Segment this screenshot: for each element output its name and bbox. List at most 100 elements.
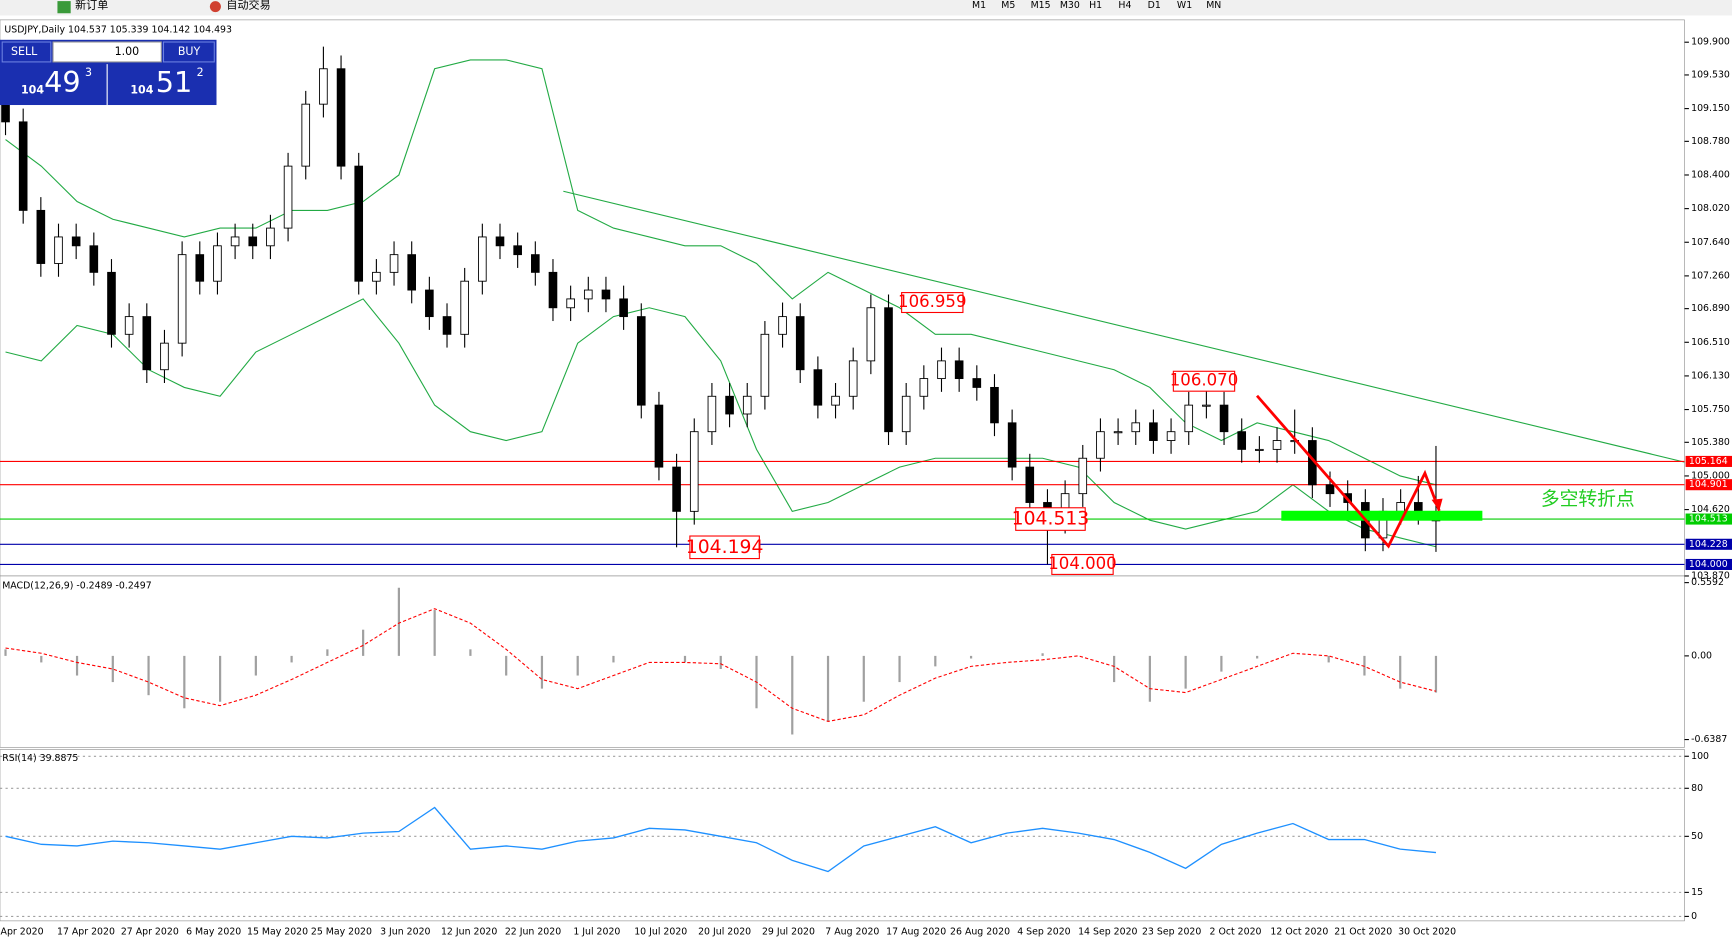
level-label: 104.513	[1689, 514, 1728, 525]
rsi-title: RSI(14) 39.8875	[2, 753, 78, 764]
candle-body	[1113, 431, 1123, 434]
candle-body	[283, 165, 293, 229]
y-tick-label: 108.780	[1691, 136, 1730, 147]
x-tick-label: 15 May 2020	[247, 926, 308, 937]
x-tick-label: 26 Aug 2020	[950, 926, 1010, 937]
candle-body	[54, 236, 63, 264]
new-order-icon[interactable]	[57, 1, 71, 14]
candle-body	[107, 271, 116, 335]
new-order[interactable]: 新订单	[75, 0, 108, 12]
candle-body	[1396, 502, 1405, 512]
y-tick-label: 105.380	[1691, 437, 1730, 448]
volume[interactable]: 1.00	[115, 45, 140, 58]
sell-label[interactable]: SELL	[11, 45, 38, 58]
candle-body	[319, 68, 328, 105]
annotation-box	[1172, 370, 1236, 392]
rsi-line	[5, 806, 1437, 873]
candle-body	[389, 254, 399, 273]
timeframe[interactable]: H1	[1089, 0, 1102, 11]
candle-body	[531, 254, 540, 273]
y-tick-label: 108.020	[1691, 203, 1730, 214]
auto-trading[interactable]: 自动交易	[226, 0, 270, 12]
candle-body	[1237, 431, 1247, 450]
candle-body	[760, 333, 770, 397]
x-tick-label: 17 Aug 2020	[886, 926, 946, 937]
x-tick-label: 7 Aug 2020	[825, 926, 879, 937]
level-tag	[1685, 513, 1732, 525]
candle-body	[1202, 404, 1211, 407]
candle-body	[566, 298, 575, 309]
timeframe[interactable]: M30	[1060, 0, 1080, 11]
x-tick-label: 4 Sep 2020	[1017, 926, 1070, 937]
candle-body	[513, 245, 522, 256]
candle-body	[848, 360, 858, 397]
red-arrow-path	[1255, 394, 1441, 549]
y-tick-label: 100	[1691, 751, 1709, 762]
buy-label[interactable]: BUY	[178, 45, 201, 58]
candle-body	[213, 245, 222, 282]
x-tick-label: 12 Jun 2020	[441, 926, 497, 937]
candle-body	[230, 236, 240, 247]
timeframe[interactable]: M5	[1001, 0, 1015, 11]
candle-body	[583, 289, 593, 300]
level-tag	[1685, 479, 1732, 491]
candle-body	[795, 316, 805, 371]
timeframe[interactable]: D1	[1148, 0, 1161, 11]
timeframe[interactable]: H4	[1118, 0, 1131, 11]
candle-body	[1166, 431, 1176, 441]
level-tag	[1685, 558, 1732, 570]
auto-trading-icon[interactable]	[209, 1, 221, 13]
y-tick-label: 109.150	[1691, 103, 1730, 114]
bollinger-band	[5, 59, 1437, 486]
volume-box[interactable]	[52, 41, 162, 63]
candle-body	[372, 271, 381, 282]
candle-body	[654, 404, 664, 468]
candle-body	[460, 280, 469, 335]
y-tick-label: 107.260	[1691, 270, 1730, 281]
candle-body	[71, 236, 81, 247]
sell-button[interactable]	[1, 41, 52, 63]
candle-body	[495, 236, 505, 247]
timeframe[interactable]: W1	[1177, 0, 1192, 11]
x-tick-label: 20 Jul 2020	[698, 926, 751, 937]
trade-panel: SELL 1.00 BUY 104 49 3 104 51 2	[0, 39, 217, 106]
candle-body	[89, 245, 99, 273]
candle-body	[901, 395, 911, 433]
y-tick-label: -0.6387	[1691, 734, 1727, 745]
timeframe[interactable]: M1	[972, 0, 986, 11]
macd-title: MACD(12,26,9) -0.2489 -0.2497	[2, 580, 152, 591]
ask-point: 2	[197, 66, 204, 79]
timeframe[interactable]: MN	[1206, 0, 1221, 11]
x-tick-label: 29 Jul 2020	[762, 926, 815, 937]
y-tick-label: 0.5592	[1691, 577, 1724, 588]
candle-body	[1272, 440, 1282, 450]
toolbar	[0, 0, 1732, 16]
y-tick-label: 80	[1691, 783, 1703, 794]
pivot-note: 多空转折点	[1541, 488, 1635, 510]
candle-body	[124, 316, 134, 335]
buy-button[interactable]	[162, 41, 215, 63]
candle-body	[195, 254, 205, 282]
level-label: 104.228	[1689, 539, 1728, 550]
y-tick-label: 109.530	[1691, 69, 1730, 80]
candle-body	[866, 307, 876, 362]
candle-body	[407, 254, 417, 291]
level-label: 105.164	[1689, 456, 1728, 467]
timeframe[interactable]: M15	[1031, 0, 1051, 11]
y-tick-label: 15	[1691, 887, 1703, 898]
candle-body	[1025, 466, 1035, 503]
candle-body	[813, 369, 823, 406]
candle-body	[742, 395, 752, 415]
candle-body	[672, 466, 681, 512]
annotation: 104.194	[686, 537, 764, 558]
y-tick-label: 108.400	[1691, 169, 1730, 180]
candle-body	[18, 121, 28, 211]
level-tag	[1685, 455, 1732, 467]
y-tick-label: 106.890	[1691, 303, 1730, 314]
candle-body	[707, 395, 717, 433]
x-tick-label: 22 Jun 2020	[505, 926, 561, 937]
x-tick-label: 12 Oct 2020	[1270, 926, 1328, 937]
candle-body	[689, 431, 699, 512]
y-tick-label: 106.510	[1691, 337, 1730, 348]
